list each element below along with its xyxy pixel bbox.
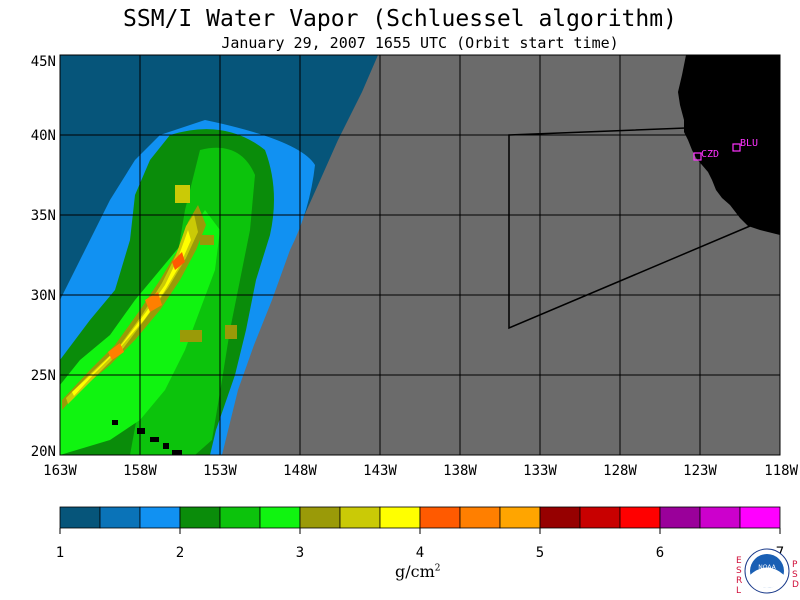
lon-label: 138W xyxy=(443,463,477,479)
latitude-labels: 45N 40N 35N 30N 25N 20N xyxy=(31,54,56,460)
colorbar-tick-label: 2 xyxy=(176,545,184,561)
colorbar-swatch xyxy=(459,506,501,529)
lat-label: 30N xyxy=(31,288,56,304)
longitude-labels: 163W 158W 153W 148W 143W 138W 133W 128W … xyxy=(43,463,798,479)
lon-label: 153W xyxy=(203,463,237,479)
lat-label: 45N xyxy=(31,54,56,70)
noaa-logo: NOAA xyxy=(744,548,790,594)
lon-label: 128W xyxy=(603,463,637,479)
esrl-label: ESRL xyxy=(736,556,743,596)
colorbar-swatch xyxy=(59,506,101,529)
colorbar-swatch xyxy=(579,506,621,529)
colorbar-swatch xyxy=(219,506,261,529)
psd-label: PSD xyxy=(792,560,799,590)
station-blu-label: BLU xyxy=(740,138,758,149)
region-outline xyxy=(508,127,751,330)
lat-label: 25N xyxy=(31,368,56,384)
colorbar-swatch xyxy=(339,506,381,529)
lon-label: 133W xyxy=(523,463,557,479)
colorbar-swatch xyxy=(619,506,661,529)
colorbar-tick-label: 3 xyxy=(296,545,304,561)
map-title: SSM/I Water Vapor (Schluessel algorithm) xyxy=(123,6,677,32)
lon-label: 123W xyxy=(683,463,717,479)
station-blu-marker xyxy=(732,143,741,152)
map-subtitle: January 29, 2007 1655 UTC (Orbit start t… xyxy=(221,34,619,52)
lat-label: 20N xyxy=(31,444,56,460)
colorbar-swatch xyxy=(739,506,781,529)
colorbar-swatch xyxy=(179,506,221,529)
colorbar-swatch xyxy=(699,506,741,529)
colorbar-tick-label: 5 xyxy=(536,545,544,561)
colorbar-tick-label: 4 xyxy=(416,545,424,561)
colorbar-swatch xyxy=(499,506,541,529)
station-czd-marker xyxy=(693,152,702,161)
colorbar-swatch xyxy=(99,506,141,529)
lon-label: 163W xyxy=(43,463,77,479)
colorbar-swatch xyxy=(299,506,341,529)
colorbar-tick-labels: 1 2 3 4 5 6 7 xyxy=(56,545,784,561)
lat-lon-grid xyxy=(60,55,780,455)
lon-label: 143W xyxy=(363,463,397,479)
map-frame xyxy=(59,54,781,456)
colorbar xyxy=(59,506,781,534)
colorbar-swatch xyxy=(379,506,421,529)
colorbar-tick-label: 1 xyxy=(56,545,64,561)
station-czd-label: CZD xyxy=(701,149,719,160)
lon-label: 158W xyxy=(123,463,157,479)
colorbar-swatch xyxy=(659,506,701,529)
station-markers: CZD BLU xyxy=(693,138,758,161)
colorbar-swatch xyxy=(259,506,301,529)
colorbar-swatch xyxy=(139,506,181,529)
lon-label: 148W xyxy=(283,463,317,479)
lat-label: 40N xyxy=(31,128,56,144)
colorbar-swatch xyxy=(419,506,461,529)
map-panel: CZD BLU xyxy=(60,55,780,455)
colorbar-tick-label: 6 xyxy=(656,545,664,561)
colorbar-swatch xyxy=(539,506,581,529)
lat-label: 35N xyxy=(31,208,56,224)
land-mass xyxy=(678,55,780,235)
lon-label: 118W xyxy=(764,463,798,479)
noaa-logo-text: NOAA xyxy=(758,564,776,571)
colorbar-units: g/cm2 xyxy=(395,562,441,581)
